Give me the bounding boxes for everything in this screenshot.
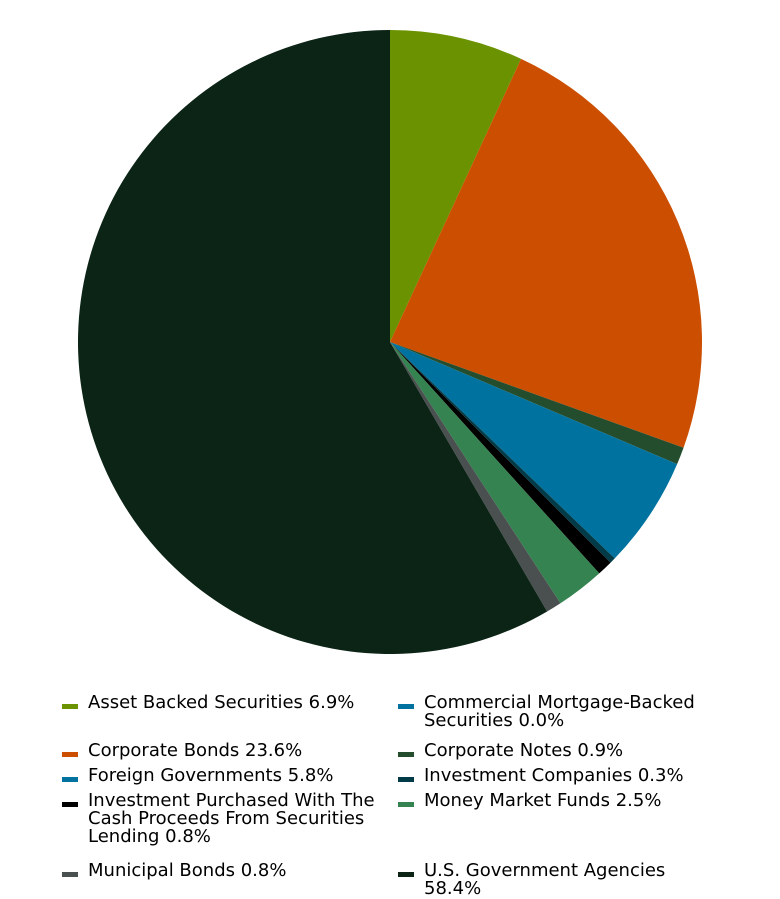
legend-swatch bbox=[398, 777, 414, 782]
legend-item: Municipal Bonds 0.8% bbox=[62, 862, 398, 887]
legend-label: Money Market Funds 2.5% bbox=[424, 790, 662, 811]
pie-slice-8 bbox=[390, 342, 561, 612]
legend-item: Commercial Mortgage-Backed Securities 0.… bbox=[398, 694, 738, 742]
legend-swatch bbox=[62, 752, 78, 757]
legend-swatch bbox=[398, 752, 414, 757]
legend-swatch bbox=[62, 704, 78, 709]
legend-row: Corporate Bonds 23.6% Corporate Notes 0.… bbox=[62, 742, 762, 767]
legend-row: Municipal Bonds 0.8% U.S. Government Age… bbox=[62, 862, 762, 898]
pie-slice-6 bbox=[390, 342, 611, 574]
legend-label: Investment Companies 0.3% bbox=[424, 765, 684, 786]
legend-item: Foreign Governments 5.8% bbox=[62, 767, 398, 792]
legend-label: Corporate Notes 0.9% bbox=[424, 740, 624, 761]
legend-swatch bbox=[62, 872, 78, 877]
legend-item: Investment Companies 0.3% bbox=[398, 767, 738, 792]
pie-slice-2 bbox=[390, 342, 684, 465]
pie-slice-0 bbox=[390, 30, 522, 342]
legend-swatch bbox=[398, 872, 414, 877]
legend: Asset Backed Securities 6.9% Commercial … bbox=[62, 694, 762, 898]
pie-slice-9 bbox=[77, 30, 548, 654]
pie-slice-1 bbox=[390, 58, 702, 448]
legend-swatch bbox=[398, 704, 414, 709]
legend-swatch bbox=[62, 777, 78, 782]
legend-item: Corporate Notes 0.9% bbox=[398, 742, 738, 767]
legend-swatch bbox=[62, 802, 78, 807]
legend-label: Asset Backed Securities 6.9% bbox=[88, 692, 355, 713]
legend-item: Corporate Bonds 23.6% bbox=[62, 742, 398, 767]
legend-item: Investment Purchased With The Cash Proce… bbox=[62, 792, 398, 862]
legend-label: Commercial Mortgage-Backed Securities 0.… bbox=[424, 692, 695, 731]
pie-slice-5 bbox=[390, 342, 615, 563]
legend-row: Investment Purchased With The Cash Proce… bbox=[62, 792, 762, 862]
legend-label: U.S. Government Agencies 58.4% bbox=[424, 860, 666, 899]
pie-chart bbox=[77, 30, 702, 654]
legend-item: Money Market Funds 2.5% bbox=[398, 792, 738, 862]
legend-label: Foreign Governments 5.8% bbox=[88, 765, 334, 786]
legend-label: Corporate Bonds 23.6% bbox=[88, 740, 303, 761]
legend-label: Investment Purchased With The Cash Proce… bbox=[88, 790, 375, 847]
legend-item: U.S. Government Agencies 58.4% bbox=[398, 862, 738, 898]
legend-swatch bbox=[398, 802, 414, 807]
legend-label: Municipal Bonds 0.8% bbox=[88, 860, 287, 881]
pie-slice-4 bbox=[390, 342, 678, 559]
legend-item: Asset Backed Securities 6.9% bbox=[62, 694, 398, 742]
pie-slice-7 bbox=[390, 342, 600, 604]
legend-row: Asset Backed Securities 6.9% Commercial … bbox=[62, 694, 762, 742]
legend-row: Foreign Governments 5.8% Investment Comp… bbox=[62, 767, 762, 792]
